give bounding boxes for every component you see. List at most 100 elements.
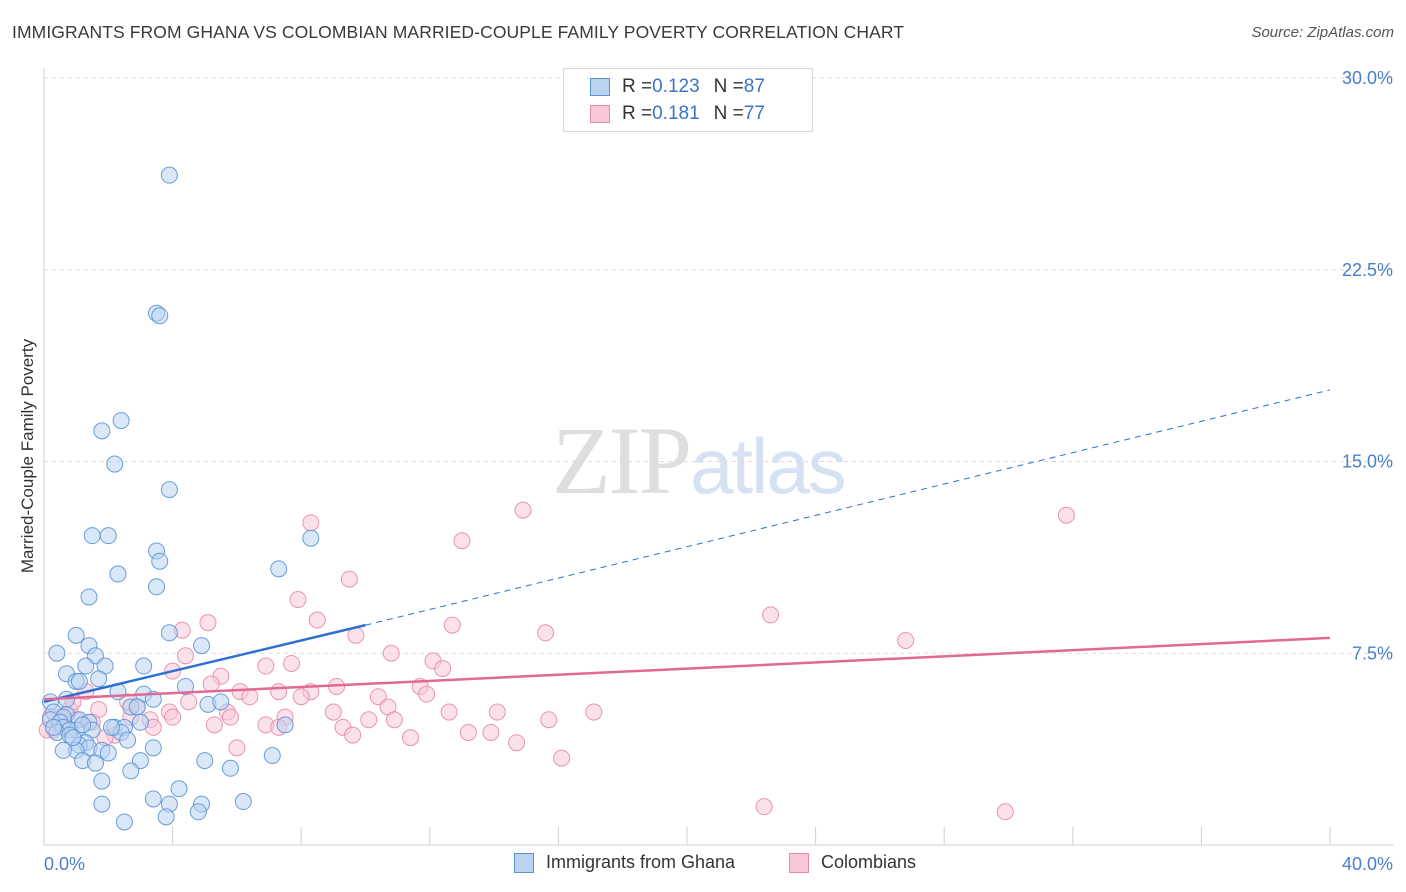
colombian-point	[180, 693, 198, 711]
colombian-point	[199, 614, 217, 632]
colombian-point	[537, 624, 555, 642]
ghana-point	[276, 716, 294, 734]
ghana-point	[196, 752, 214, 770]
ghana-point	[193, 637, 211, 655]
n-value: 77	[743, 103, 765, 124]
colombian-point	[453, 532, 471, 550]
colombian-point	[1057, 506, 1075, 524]
legend-item-colombians[interactable]: Colombians	[789, 852, 916, 873]
ghana-point	[83, 527, 101, 545]
ghana-point	[103, 718, 121, 736]
ghana-point	[212, 693, 230, 711]
y-tick-label: 15.0%	[1342, 452, 1393, 472]
ghana-point	[54, 741, 72, 759]
ghana-point	[176, 677, 194, 695]
colombian-point	[440, 703, 458, 721]
series-legend: Immigrants from Ghana Colombians	[0, 852, 1406, 878]
colombian-point	[257, 657, 275, 675]
colombian-point	[340, 570, 358, 588]
y-tick-label: 30.0%	[1342, 68, 1393, 88]
y-tick-label: 22.5%	[1342, 260, 1393, 280]
ghana-point	[115, 813, 133, 831]
ghana-point	[119, 731, 137, 749]
ghana-point	[151, 307, 169, 325]
colombian-point	[459, 724, 477, 742]
ghana-point	[74, 716, 92, 734]
ghana-points	[41, 166, 320, 831]
colombian-point	[385, 711, 403, 729]
ghana-point	[80, 588, 98, 606]
colombian-point	[553, 749, 571, 767]
legend-label-colombians: Colombians	[821, 852, 917, 872]
ghana-point	[90, 670, 108, 688]
ghana-point	[234, 793, 252, 811]
ghana-point	[109, 565, 127, 583]
watermark-atlas: atlas	[690, 422, 847, 510]
n-value: 87	[743, 76, 765, 97]
legend-item-ghana[interactable]: Immigrants from Ghana	[514, 852, 735, 873]
ghana-point	[99, 527, 117, 545]
colombian-point	[418, 685, 436, 703]
colombians-swatch	[590, 105, 610, 123]
ghana-point	[93, 772, 111, 790]
ghana-trend-line	[43, 623, 366, 704]
colombian-point	[482, 724, 500, 742]
colombian-point	[585, 703, 603, 721]
ghana-point	[45, 718, 63, 736]
y-tick-labels: 7.5% 15.0% 22.5% 30.0%	[1342, 68, 1393, 663]
colombian-point	[762, 606, 780, 624]
ghana-legend-swatch	[514, 852, 534, 873]
ghana-point	[99, 744, 117, 762]
ghana-point	[270, 560, 288, 578]
ghana-point	[302, 529, 320, 547]
axes	[43, 68, 1394, 846]
ghana-point	[93, 422, 111, 440]
r-value: 0.181	[652, 103, 700, 124]
ghana-point	[144, 790, 162, 808]
n-label: N =	[713, 103, 744, 124]
colombian-point	[270, 683, 288, 701]
colombian-point	[996, 803, 1014, 821]
colombian-point	[755, 798, 773, 816]
colombian-point	[508, 734, 526, 752]
ghana-point	[64, 729, 82, 747]
colombians-legend-swatch	[789, 852, 809, 873]
colombian-point	[302, 514, 320, 532]
stats-legend: R = 0.123 N = 87 R = 0.181 N = 77	[563, 68, 813, 132]
ghana-trend-extension	[365, 389, 1331, 626]
x-axis-ticks	[43, 827, 1331, 845]
ghana-point	[106, 455, 124, 473]
ghana-point	[135, 657, 153, 675]
watermark-zip: ZIP	[552, 407, 692, 514]
ghana-point	[263, 747, 281, 765]
ghana-point	[157, 808, 175, 826]
ghana-swatch	[590, 78, 610, 96]
r-label: R =	[622, 103, 653, 124]
colombian-point	[382, 644, 400, 662]
colombian-point	[283, 654, 301, 672]
colombian-point	[514, 501, 532, 519]
ghana-point	[128, 698, 146, 716]
colombian-point	[202, 675, 220, 693]
grid-lines	[44, 77, 1394, 654]
ghana-point	[122, 762, 140, 780]
colombian-trend-line	[43, 636, 1331, 701]
ghana-point	[160, 481, 178, 499]
colombian-point	[434, 660, 452, 678]
colombian-point	[324, 703, 342, 721]
colombian-point	[221, 708, 239, 726]
ghana-point	[112, 412, 130, 430]
colombian-point	[228, 739, 246, 757]
ghana-point	[70, 672, 88, 690]
y-tick-label: 7.5%	[1352, 643, 1393, 663]
ghana-point	[48, 644, 66, 662]
colombian-point	[308, 611, 326, 629]
colombian-point	[344, 726, 362, 744]
colombian-point	[897, 631, 915, 649]
r-label: R =	[622, 76, 653, 97]
chart-title: IMMIGRANTS FROM GHANA VS COLOMBIAN MARRI…	[12, 22, 905, 42]
ghana-point	[151, 552, 169, 570]
ghana-point	[189, 803, 207, 821]
watermark: ZIPatlas	[552, 405, 847, 516]
